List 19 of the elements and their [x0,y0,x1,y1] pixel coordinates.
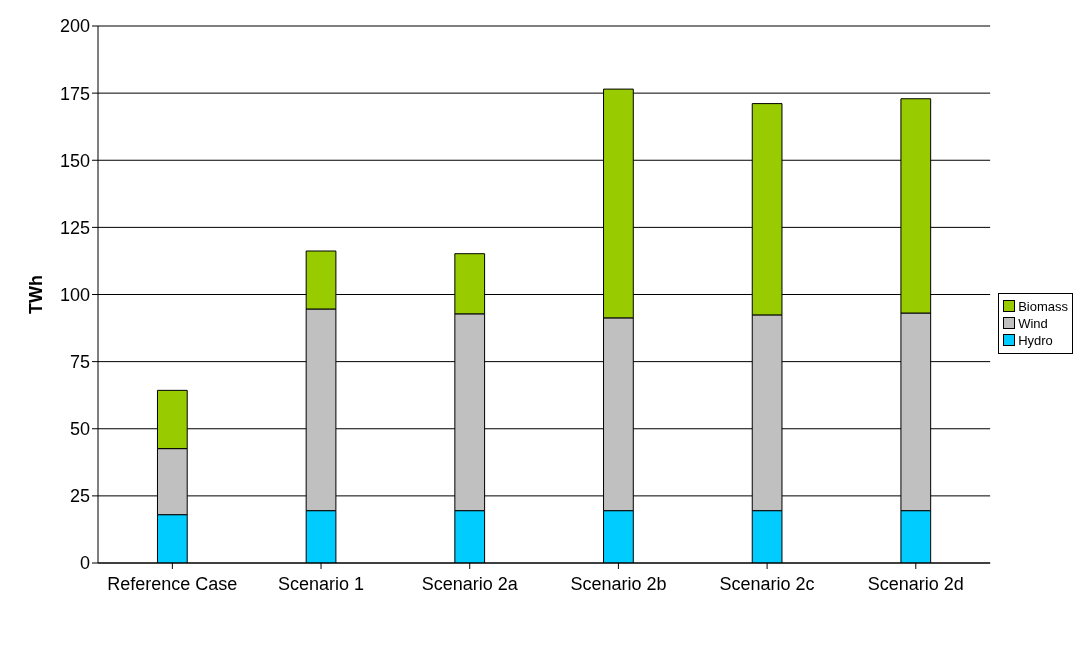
y-tick-label: 25 [69,486,90,507]
x-tick-label: Scenario 1 [278,573,365,594]
x-tick-label: Scenario 2a [421,573,519,594]
x-tick-label: Scenario 2d [867,573,964,594]
y-axis-title: TWh [26,275,47,314]
legend-label: Wind [1017,315,1049,331]
legend-label: Hydro [1017,332,1054,348]
y-tick-label: 50 [69,419,90,440]
x-tick-label: Scenario 2c [719,573,815,594]
y-tick-label: 125 [59,217,90,238]
y-tick-label: 175 [59,83,90,104]
legend-label: Biomass [1017,298,1068,314]
y-tick-label: 200 [59,16,90,37]
y-tick-label: 150 [59,150,90,171]
y-tick-label: 75 [69,352,90,373]
y-tick-label: 0 [79,553,90,574]
y-tick-label: 100 [59,284,90,305]
x-tick-label: Reference Case [107,573,238,594]
x-tick-label: Scenario 2b [570,573,667,594]
